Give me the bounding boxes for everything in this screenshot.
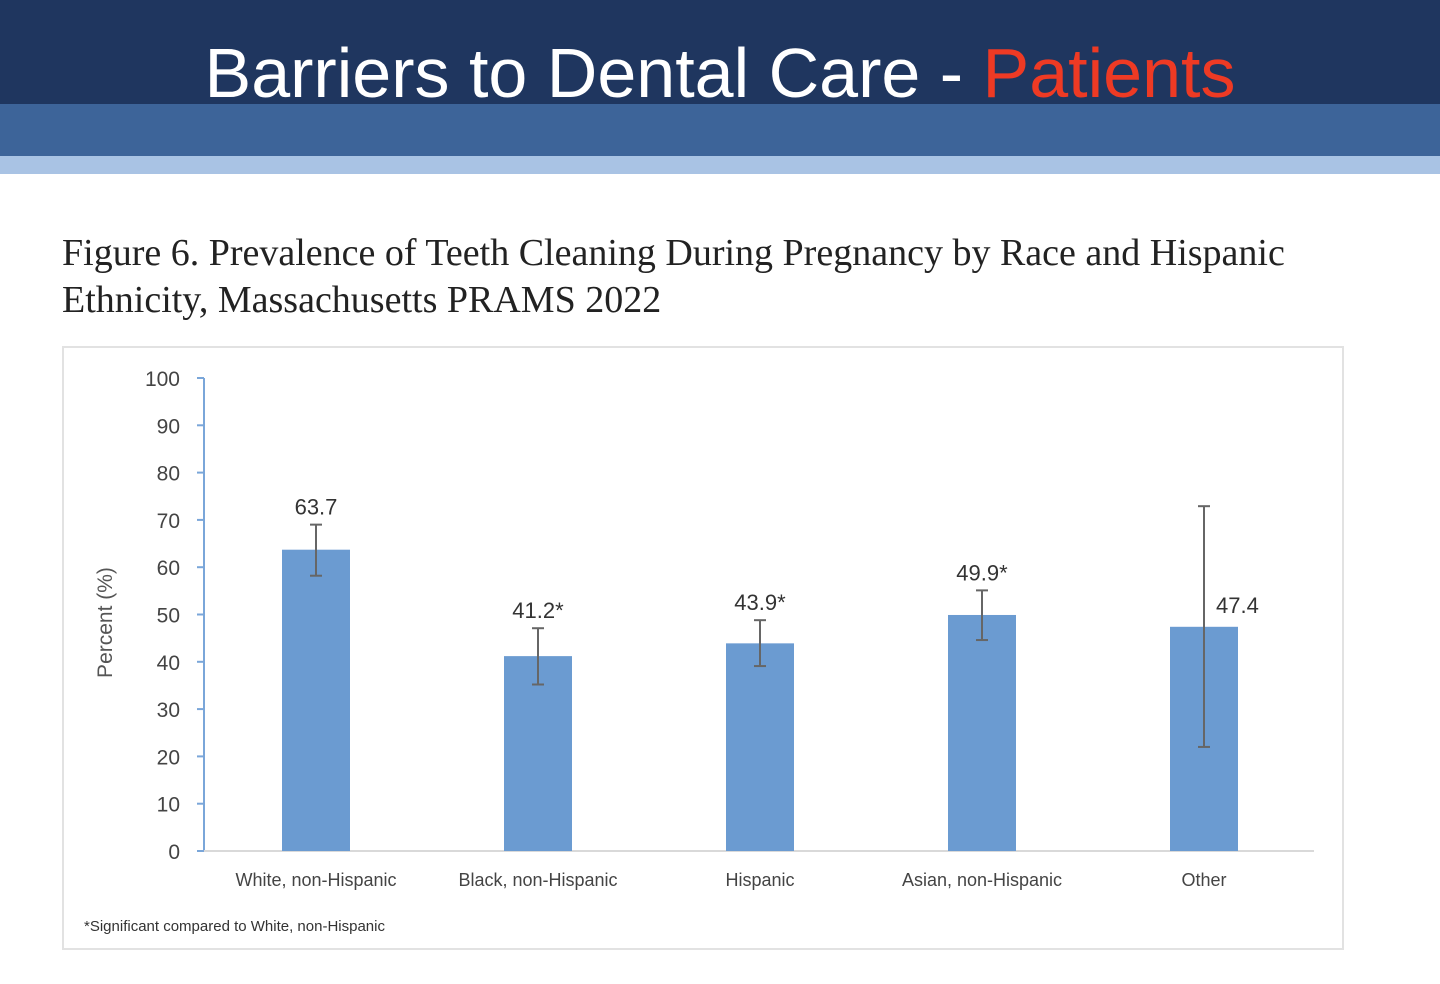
y-axis-title: Percent (%) (94, 567, 117, 678)
bar (282, 549, 350, 851)
y-tick-label: 80 (157, 463, 180, 486)
header-band-dark (0, 0, 1440, 106)
bar (726, 643, 794, 851)
category-label: Asian, non-Hispanic (902, 870, 1062, 890)
y-tick-label: 10 (157, 794, 180, 817)
y-tick-label: 30 (157, 699, 180, 722)
data-label: 47.4 (1216, 593, 1259, 618)
data-label: 49.9* (956, 560, 1008, 585)
slide-title-main: Barriers to Dental Care - (204, 34, 983, 112)
header-band-mid (0, 104, 1440, 158)
y-tick-label: 60 (157, 557, 180, 580)
chart-footnote: *Significant compared to White, non-Hisp… (84, 918, 385, 935)
figure-caption: Figure 6. Prevalence of Teeth Cleaning D… (62, 232, 1285, 321)
y-tick-label: 40 (157, 652, 180, 675)
y-tick-label: 90 (157, 415, 180, 438)
y-tick-label: 70 (157, 510, 180, 533)
y-tick-label: 100 (145, 368, 180, 391)
bar (948, 614, 1016, 851)
category-label: Other (1181, 870, 1226, 890)
category-label: Black, non-Hispanic (458, 870, 617, 890)
chart-frame (62, 346, 1344, 950)
data-label: 63.7 (295, 495, 338, 520)
data-label: 41.2* (512, 598, 564, 623)
y-tick-label: 20 (157, 746, 180, 769)
bar (504, 656, 572, 851)
category-label: White, non-Hispanic (235, 870, 396, 890)
y-tick-label: 50 (157, 605, 180, 628)
header-band-light (0, 156, 1440, 174)
data-label: 43.9* (734, 590, 786, 615)
y-tick-label: 0 (168, 841, 180, 864)
slide-title: Barriers to Dental Care - Patients (0, 28, 1440, 124)
category-label: Hispanic (725, 870, 794, 890)
slide-title-accent: Patients (982, 34, 1236, 112)
